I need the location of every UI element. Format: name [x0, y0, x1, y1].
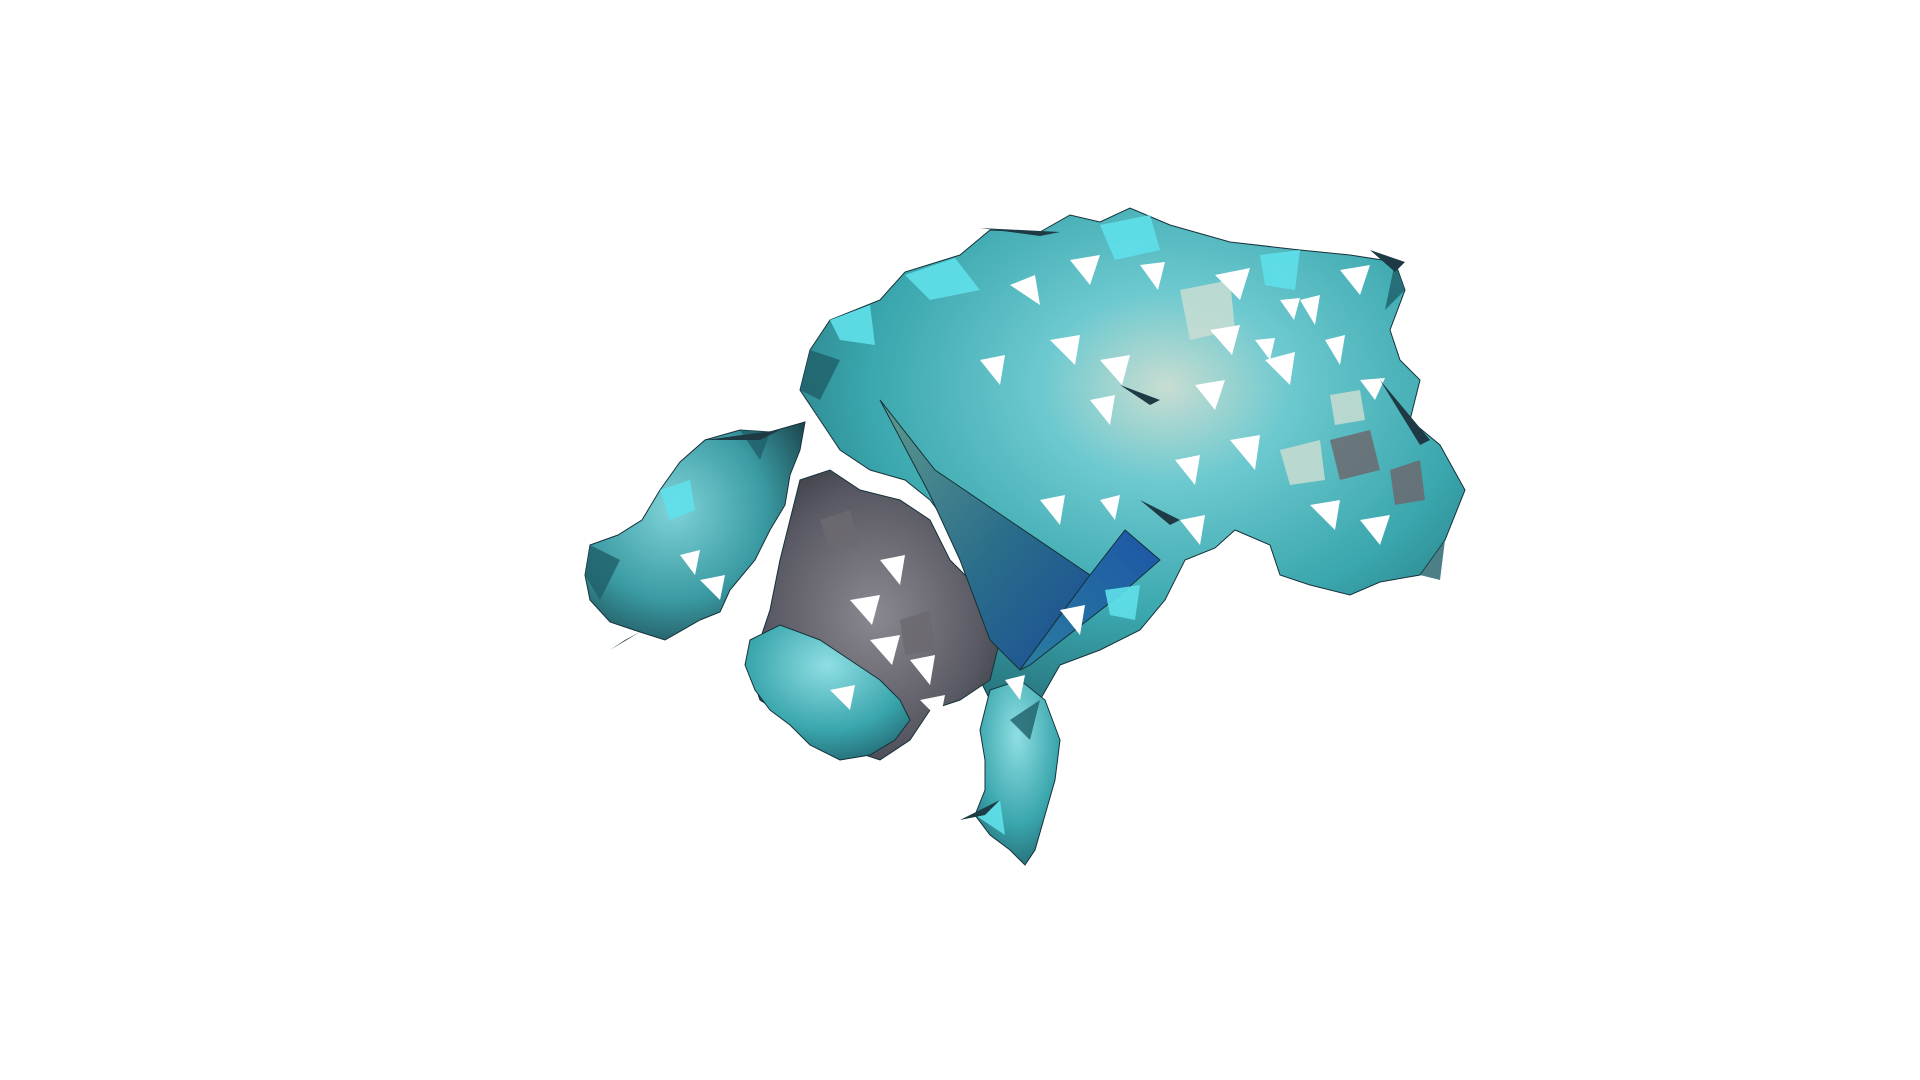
- mesh-highlights: [660, 215, 1300, 835]
- mesh-tail: [974, 679, 1061, 866]
- mesh-body-left-lobe: [584, 421, 806, 641]
- mesh-holes: [680, 255, 1390, 720]
- mesh-lower-lobe: [744, 624, 911, 761]
- mesh-dark-facets: [585, 262, 1445, 740]
- mesh-flat-panel: [879, 399, 1091, 671]
- mesh-pale-facets: [1180, 280, 1365, 485]
- mesh-slivers: [610, 228, 1430, 820]
- mesh-grey-facets: [820, 430, 1425, 655]
